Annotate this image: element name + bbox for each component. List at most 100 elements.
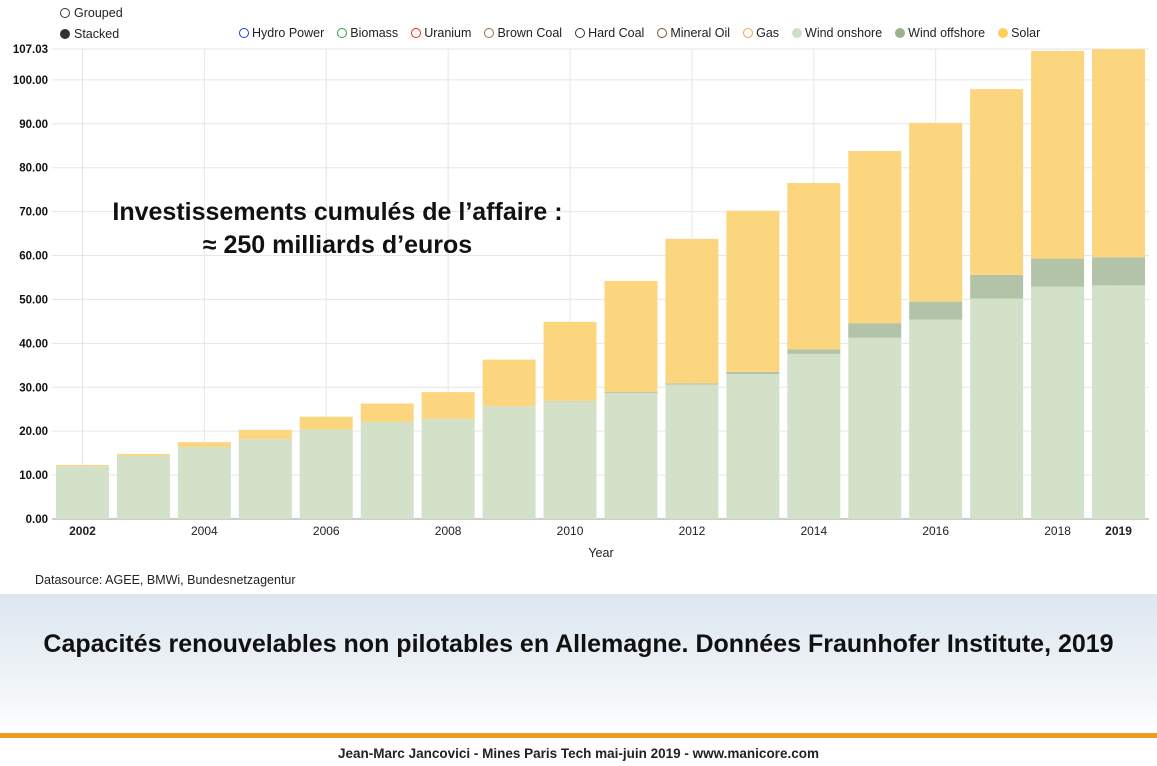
bar-wind-onshore-2018: [1031, 286, 1085, 519]
legend-item-hard-coal[interactable]: Hard Coal: [575, 26, 644, 40]
legend-item-hydro-power[interactable]: Hydro Power: [239, 26, 324, 40]
stacked-radio-icon[interactable]: [60, 29, 70, 39]
bar-wind-offshore-2018: [1031, 258, 1085, 287]
bar-wind-onshore-2002: [55, 466, 109, 519]
bar-solar-2010: [543, 321, 597, 401]
bar-solar-2008: [421, 392, 475, 419]
bar-wind-onshore-2012: [665, 384, 719, 519]
bar-wind-onshore-2007: [360, 421, 414, 519]
legend-item-wind-offshore[interactable]: Wind offshore: [895, 26, 985, 40]
bar-wind-onshore-2004: [177, 446, 231, 519]
bar-wind-offshore-2015: [848, 323, 902, 338]
bar-solar-2011: [604, 280, 658, 393]
bar-wind-offshore-2016: [909, 301, 963, 320]
legend-label: Wind offshore: [908, 26, 986, 40]
legend-marker-icon: [792, 28, 803, 38]
legend-label: Gas: [756, 26, 780, 40]
x-tick-label: 2002: [69, 524, 96, 538]
bar-solar-2019: [1092, 49, 1146, 258]
grouped-label: Grouped: [74, 6, 123, 20]
bar-solar-2003: [116, 454, 170, 456]
y-tick-label: 100.00: [13, 75, 48, 87]
x-tick-label: 2019: [1105, 524, 1132, 538]
bar-wind-onshore-2008: [421, 418, 475, 519]
bar-solar-2006: [299, 416, 353, 430]
bar-solar-2005: [238, 429, 292, 440]
legend-marker-icon: [998, 28, 1009, 38]
bar-solar-2007: [360, 403, 414, 422]
y-tick-label: 80.00: [19, 163, 48, 175]
legend-marker-icon: [895, 28, 906, 38]
legend-label: Wind onshore: [805, 26, 883, 40]
stacked-label: Stacked: [74, 27, 120, 41]
legend-marker-icon: [743, 28, 754, 38]
bar-wind-onshore-2006: [299, 429, 353, 519]
legend-label: Biomass: [350, 26, 399, 40]
legend-item-wind-onshore[interactable]: Wind onshore: [792, 26, 882, 40]
y-tick-label: 20.00: [19, 426, 48, 438]
bar-wind-onshore-2017: [970, 298, 1024, 519]
bar-wind-offshore-2011: [604, 392, 658, 393]
bar-solar-2012: [665, 238, 719, 384]
bar-solar-2013: [726, 210, 780, 372]
legend-marker-icon: [337, 28, 348, 38]
investment-annotation: Investissements cumulés de l’affaire : ≈…: [112, 198, 563, 259]
legend-item-biomass[interactable]: Biomass: [337, 26, 398, 40]
chart-area: Grouped Stacked Hydro Power Biomass Uraniu…: [12, 6, 1149, 587]
slide-footer: Jean-Marc Jancovici - Mines Paris Tech m…: [338, 746, 819, 761]
bar-wind-onshore-2019: [1092, 285, 1146, 519]
legend-marker-icon: [239, 28, 249, 38]
bar-wind-onshore-2014: [787, 353, 841, 519]
datasource-note: Datasource: AGEE, BMWi, Bundesnetzagentu…: [35, 573, 296, 587]
bar-wind-onshore-2005: [238, 439, 292, 519]
y-tick-label: 70.00: [19, 207, 48, 219]
bar-wind-offshore-2014: [787, 349, 841, 354]
stacked-option[interactable]: Stacked: [60, 27, 119, 41]
bar-wind-onshore-2015: [848, 337, 902, 519]
x-tick-label: 2016: [922, 524, 949, 538]
y-tick-label: 60.00: [19, 251, 48, 263]
bar-wind-onshore-2016: [909, 319, 963, 519]
y-tick-label: 30.00: [19, 382, 48, 394]
x-tick-label: 2014: [800, 524, 827, 538]
bar-solar-2002: [55, 464, 109, 467]
x-tick-label: 2012: [679, 524, 706, 538]
x-tick-label: 2008: [435, 524, 462, 538]
legend-marker-icon: [484, 28, 495, 38]
legend-label: Hard Coal: [588, 26, 645, 40]
bar-solar-2015: [848, 151, 902, 324]
y-tick-label: 10.00: [19, 470, 48, 482]
x-tick-label: 2006: [313, 524, 340, 538]
legend-item-mineral-oil[interactable]: Mineral Oil: [657, 26, 730, 40]
x-tick-label: 2010: [557, 524, 584, 538]
bar-wind-offshore-2013: [726, 371, 780, 375]
legend-item-brown-coal[interactable]: Brown Coal: [484, 26, 562, 40]
y-tick-label: 50.00: [19, 294, 48, 306]
legend-item-gas[interactable]: Gas: [743, 26, 779, 40]
caption-band: [0, 594, 1157, 734]
legend-item-solar[interactable]: Solar: [998, 26, 1040, 40]
chart-svg: 0.00 10.00 20.00 30.00 40.00 50.00 60.00 70.00 8…: [13, 44, 1149, 560]
slide-caption: Capacités renouvelables non pilotables e…: [43, 630, 1114, 658]
chart-legend: Hydro Power Biomass Uranium Brown Coal Hard …: [239, 26, 1040, 40]
legend-label: Uranium: [424, 26, 472, 40]
y-tick-label: 90.00: [19, 119, 48, 131]
x-tick-label: 2018: [1044, 524, 1071, 538]
legend-label: Brown Coal: [497, 26, 563, 40]
bar-wind-offshore-2012: [665, 383, 719, 385]
x-tick-label: 2004: [191, 524, 218, 538]
bar-wind-onshore-2011: [604, 392, 658, 519]
y-tick-label: 40.00: [19, 338, 48, 350]
grouped-option[interactable]: Grouped: [60, 6, 123, 20]
bar-wind-onshore-2013: [726, 374, 780, 519]
bar-wind-onshore-2009: [482, 406, 536, 519]
bar-solar-2017: [970, 89, 1024, 275]
y-tick-label: 107.03: [13, 44, 48, 56]
grouped-radio-icon[interactable]: [60, 8, 70, 18]
footer-divider: [0, 733, 1157, 738]
legend-item-uranium[interactable]: Uranium: [411, 26, 471, 40]
legend-marker-icon: [657, 28, 668, 38]
legend-marker-icon: [575, 28, 586, 38]
bar-solar-2016: [909, 122, 963, 302]
legend-label: Hydro Power: [252, 26, 325, 40]
